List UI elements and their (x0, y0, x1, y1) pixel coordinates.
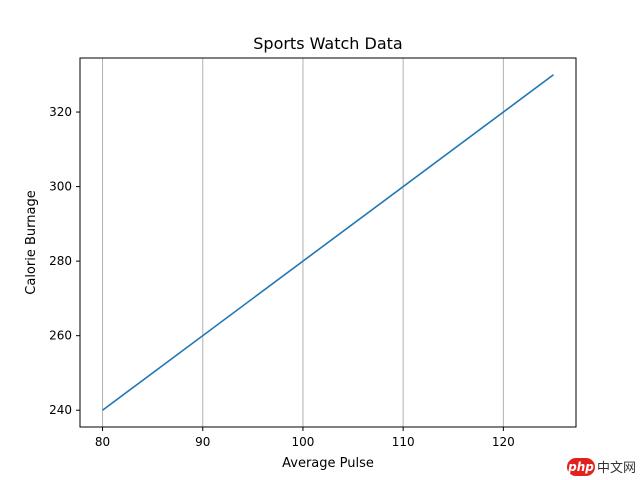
grid-layer (102, 58, 504, 427)
x-tick-label: 110 (392, 435, 415, 449)
series-line-0 (102, 74, 554, 411)
x-axis-label: Average Pulse (282, 456, 374, 471)
plot-frame (79, 57, 577, 428)
tick-layer: 80 90 100 110 120 240 260 280 300 320 (49, 105, 515, 449)
y-tick-label: 260 (49, 329, 72, 343)
series-layer (102, 74, 554, 411)
watermark-text: 中文网 (596, 461, 636, 476)
y-tick-label: 240 (49, 403, 72, 417)
y-tick-label: 280 (49, 254, 72, 268)
watermark: php 中文网 (566, 457, 636, 476)
y-tick-label: 320 (49, 105, 72, 119)
x-tick-label: 90 (195, 435, 210, 449)
chart-title: Sports Watch Data (253, 34, 402, 53)
x-tick-label: 100 (291, 435, 314, 449)
watermark-logo: php (566, 457, 595, 476)
y-tick-label: 300 (49, 180, 72, 194)
y-axis-label: Calorie Burnage (24, 190, 39, 294)
x-tick-label: 80 (95, 435, 110, 449)
x-tick-label: 120 (492, 435, 515, 449)
